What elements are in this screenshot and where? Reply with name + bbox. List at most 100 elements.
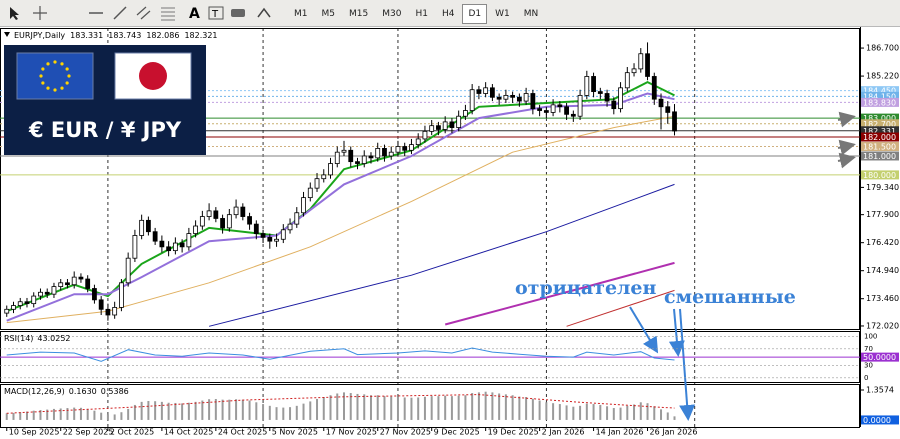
- candle-body: [159, 240, 165, 248]
- ohlc-value: 182.086: [146, 31, 179, 40]
- instrument-label: € EUR / ¥ JPY: [28, 118, 182, 142]
- candle-body: [442, 121, 448, 130]
- level-tag: [861, 352, 899, 362]
- x-tick-label: 22 Sep 2025: [63, 428, 114, 437]
- label-tool[interactable]: T: [208, 5, 224, 21]
- macd-bar: [100, 412, 103, 420]
- macd-bar: [606, 406, 609, 420]
- macd-bar: [633, 404, 636, 420]
- y-tick-label: 185.220: [866, 72, 899, 81]
- timeframe-button[interactable]: M1: [294, 9, 308, 19]
- macd-bar: [430, 396, 433, 420]
- candle-body: [503, 94, 509, 100]
- candle-body: [125, 257, 131, 284]
- timeframe-button[interactable]: M15: [349, 9, 369, 19]
- annotation-arrow: [668, 308, 685, 357]
- macd-bar: [248, 400, 251, 420]
- macd-bar: [531, 398, 534, 420]
- hline-tool[interactable]: [88, 5, 104, 21]
- candle-body: [361, 155, 367, 164]
- macd-bar: [228, 399, 231, 420]
- candle-body: [550, 104, 556, 113]
- eu-star: [60, 86, 64, 90]
- candle-body: [314, 178, 320, 189]
- x-tick-label: 27 Nov 2025: [380, 428, 431, 437]
- timeframe-button[interactable]: M5: [321, 9, 336, 19]
- y-tick-label: 186.700: [866, 44, 899, 53]
- macd-bar: [316, 398, 319, 420]
- macd-bar: [599, 404, 602, 420]
- toolbar: A T M1 M5 M15 M30 H1 H4 D1 W1 MN: [0, 0, 900, 27]
- text-tool[interactable]: A: [186, 5, 202, 21]
- candle-body: [415, 138, 421, 146]
- arrows-tool[interactable]: [256, 5, 272, 21]
- candle-body: [145, 219, 151, 233]
- candle-body: [402, 146, 408, 151]
- macd-bar: [579, 405, 582, 420]
- macd-bar: [673, 416, 676, 420]
- candle-body: [98, 299, 104, 310]
- candle-body: [274, 238, 279, 242]
- candle-body: [665, 106, 671, 113]
- timeframe-button[interactable]: MN: [523, 9, 539, 19]
- price-tag-label: 180.000: [863, 171, 896, 180]
- candle-body: [341, 149, 347, 153]
- annotation-arrow: [679, 308, 696, 421]
- macd-bar: [390, 396, 393, 420]
- macd-bar: [417, 397, 420, 420]
- level-arrow: [837, 139, 856, 156]
- macd-bar: [585, 403, 588, 420]
- indicator-title: RSI(14): [4, 334, 33, 343]
- macd-bar: [369, 395, 372, 420]
- candle-body: [388, 151, 394, 157]
- trendline-tool[interactable]: [112, 5, 128, 21]
- timeframe-button[interactable]: M30: [382, 9, 402, 19]
- candle-body: [456, 115, 462, 128]
- macd-bar: [46, 409, 49, 420]
- timeframe-button[interactable]: W1: [495, 9, 510, 19]
- macd-bar: [5, 413, 8, 420]
- eu-star: [67, 74, 71, 78]
- y-tick-label: 176.420: [866, 238, 899, 247]
- macd-bar: [268, 405, 271, 420]
- pane-frame: [0, 384, 860, 428]
- cursor-tool[interactable]: [6, 5, 22, 21]
- macd-bar: [626, 405, 629, 420]
- candle-body: [301, 197, 306, 214]
- timeframe-button[interactable]: D1: [462, 4, 488, 24]
- candle-body: [543, 110, 549, 113]
- channel-tool[interactable]: [136, 5, 152, 21]
- macd-bar: [221, 399, 224, 420]
- eu-star: [60, 62, 64, 66]
- macd-bar: [376, 395, 379, 420]
- macd-bar: [302, 403, 305, 420]
- candle-body: [523, 93, 529, 102]
- macd-bar: [12, 412, 15, 420]
- fibo-tool[interactable]: [160, 5, 176, 21]
- level-tag-label: 0.0000: [863, 416, 891, 425]
- candle-body: [280, 229, 286, 240]
- eu-star: [65, 67, 69, 71]
- candle-body: [179, 242, 185, 248]
- macd-bar: [592, 404, 595, 420]
- macd-bar: [653, 406, 656, 420]
- candle-body: [658, 98, 664, 108]
- timeframe-button[interactable]: H1: [415, 9, 428, 19]
- crosshair-tool[interactable]: [32, 5, 48, 21]
- price-tag: [861, 86, 899, 96]
- macd-bar: [295, 405, 298, 420]
- shape-tool[interactable]: [230, 5, 246, 21]
- candle-body: [71, 276, 77, 286]
- macd-bar: [396, 396, 399, 420]
- timeframe-button[interactable]: H4: [441, 9, 455, 19]
- indicator-value: 0.5386: [101, 387, 129, 396]
- candle-body: [449, 121, 455, 128]
- macd-bar: [160, 401, 163, 420]
- candle-body: [240, 206, 246, 217]
- candle-body: [597, 91, 603, 94]
- price-tag: [861, 132, 899, 142]
- candle-body: [496, 96, 502, 100]
- candle-body: [112, 307, 118, 316]
- eu-star: [41, 81, 45, 85]
- price-tag-label: 182.700: [863, 120, 896, 129]
